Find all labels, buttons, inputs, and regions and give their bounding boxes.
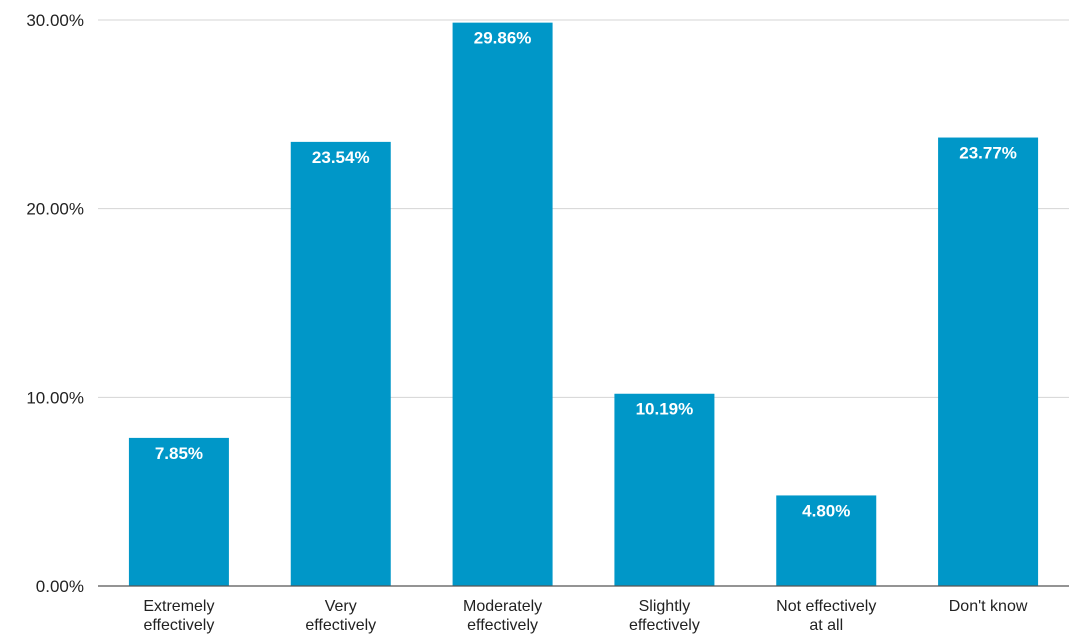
y-tick-labels: 0.00% 10.00% 20.00% 30.00% (26, 11, 84, 596)
x-tick-label-line: effectively (467, 617, 538, 634)
data-label: 10.19% (636, 400, 694, 419)
bar (614, 393, 715, 586)
data-labels: 7.85% 23.54% 29.86% 10.19% 4.80% 23.77% (155, 29, 1017, 521)
x-tick-label: Slightly effectively (629, 598, 700, 634)
x-tick-label: Extremely effectively (143, 598, 214, 634)
x-tick-label-line: Extremely (143, 598, 214, 615)
x-tick-label: Very effectively (305, 598, 376, 634)
x-tick-label-line: Don't know (949, 598, 1028, 615)
x-tick-label: Not effectively at all (776, 598, 876, 634)
bar (128, 437, 229, 586)
x-tick-label-line: Very (325, 598, 357, 615)
y-tick-label: 20.00% (26, 200, 84, 219)
data-label: 29.86% (474, 29, 532, 48)
y-tick-label: 10.00% (26, 388, 84, 407)
bar (290, 141, 391, 586)
data-label: 23.54% (312, 148, 370, 167)
y-tick-label: 30.00% (26, 11, 84, 30)
x-tick-label-line: effectively (143, 617, 214, 634)
gridlines (98, 19, 1069, 398)
bar (938, 137, 1039, 586)
bar (452, 22, 553, 586)
y-tick-label: 0.00% (36, 577, 84, 596)
x-tick-label: Moderately effectively (463, 598, 542, 634)
x-tick-label-line: Slightly (639, 598, 691, 615)
x-tick-label-line: effectively (305, 617, 376, 634)
bar (776, 495, 877, 586)
x-tick-label: Don't know (949, 598, 1028, 615)
x-tick-label-line: at all (809, 617, 843, 634)
data-label: 23.77% (959, 144, 1017, 163)
bars (128, 22, 1039, 586)
data-label: 4.80% (802, 501, 850, 520)
x-tick-label-line: Not effectively (776, 598, 876, 615)
x-tick-label-line: effectively (629, 617, 700, 634)
x-tick-label-line: Moderately (463, 598, 542, 615)
data-label: 7.85% (155, 444, 203, 463)
